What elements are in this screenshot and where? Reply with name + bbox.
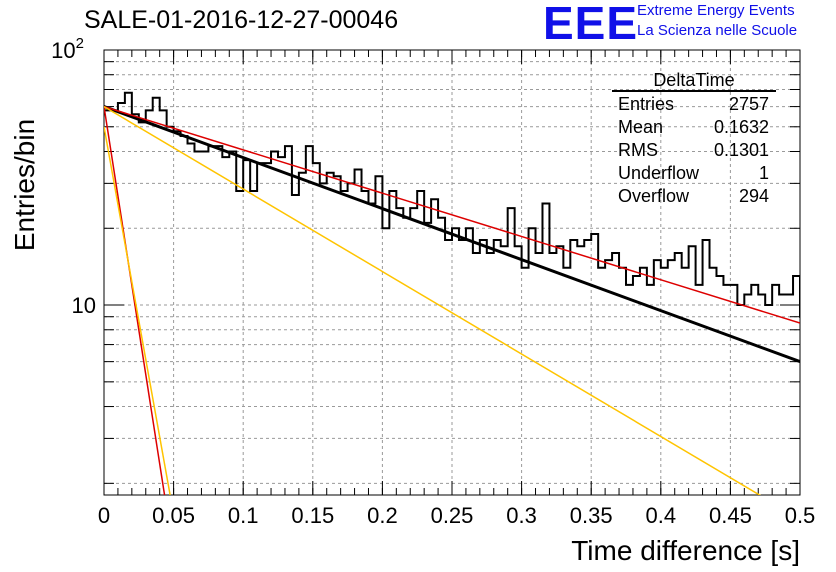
logo-line-2: La Scienza nelle Scuole (637, 22, 798, 39)
chart-title: SALE-01-2016-12-27-00046 (84, 6, 399, 34)
fit-line-2 (104, 106, 166, 495)
fit-line-0 (104, 105, 800, 364)
logo-line-1: Extreme Energy Events (637, 2, 795, 19)
stats-box: DeltaTime Entries 2757 Mean 0.1632 RMS 0… (612, 70, 776, 206)
x-tick-label: 0.15 (291, 503, 334, 528)
y-tick-label: 10 (72, 293, 96, 318)
x-tick-label: 0.35 (570, 503, 613, 528)
histogram-outline (104, 91, 800, 318)
stats-label-overflow: Overflow (618, 186, 690, 206)
x-tick-label: 0.1 (228, 503, 259, 528)
x-tick-label: 0.25 (431, 503, 474, 528)
stats-value-mean: 0.1632 (714, 117, 769, 137)
stats-title: DeltaTime (653, 70, 734, 90)
stats-label-entries: Entries (618, 94, 674, 114)
y-axis-label: Entries/bin (9, 119, 40, 251)
stats-label-underflow: Underflow (618, 163, 700, 183)
histogram (104, 91, 800, 318)
stats-value-overflow: 294 (739, 186, 769, 206)
stats-value-underflow: 1 (759, 163, 769, 183)
fit-line-3 (104, 105, 762, 495)
stats-value-entries: 2757 (729, 94, 769, 114)
stats-label-mean: Mean (618, 117, 663, 137)
x-tick-label: 0.3 (506, 503, 537, 528)
stats-value-rms: 0.1301 (714, 140, 769, 160)
axis-ticks (103, 49, 801, 495)
x-tick-label: 0.2 (367, 503, 398, 528)
eee-logo: EEE (543, 0, 639, 49)
y-tick-labels: 10 102 (51, 35, 96, 318)
x-tick-label: 0 (98, 503, 110, 528)
x-tick-label: 0.45 (709, 503, 752, 528)
x-axis-label: Time difference [s] (571, 535, 800, 566)
stats-label-rms: RMS (618, 140, 658, 160)
x-tick-labels: 0 0.05 0.1 0.15 0.2 0.25 0.3 0.35 0.4 0.45 0.5 (98, 503, 815, 528)
fit-line-4 (104, 126, 171, 495)
x-tick-label: 0.5 (785, 503, 816, 528)
x-tick-label: 0.05 (152, 503, 195, 528)
fit-line-1 (104, 105, 800, 324)
x-tick-label: 0.4 (646, 503, 677, 528)
fit-lines (104, 105, 800, 495)
y-tick-label: 102 (51, 35, 84, 63)
